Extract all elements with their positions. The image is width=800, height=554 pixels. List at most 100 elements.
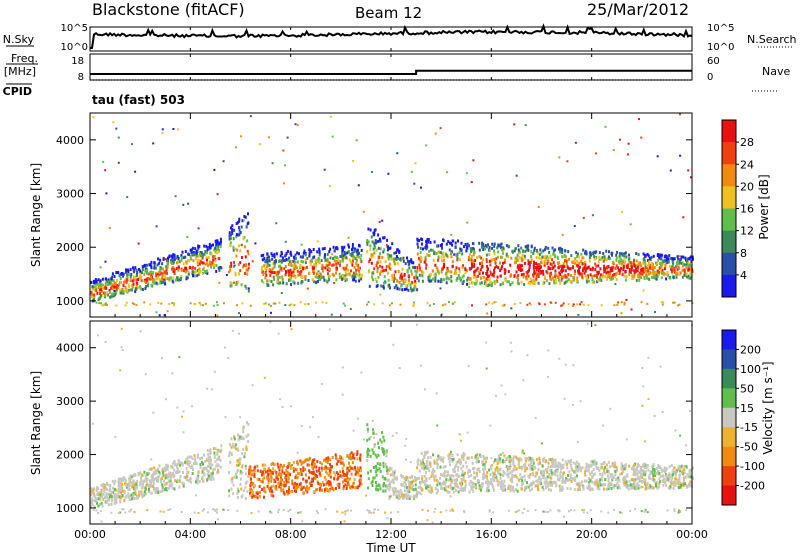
echo-cell <box>410 482 413 486</box>
echo-cell <box>499 283 502 287</box>
echo-cell <box>279 281 282 285</box>
echo-cell <box>289 490 292 494</box>
echo-cell <box>549 277 552 281</box>
beam-title: Beam 12 <box>355 4 422 22</box>
echo-cell <box>581 256 584 260</box>
echo-cell <box>656 263 659 267</box>
echo-cell <box>667 260 670 264</box>
freq-series-line <box>90 69 692 75</box>
echo-cell <box>651 464 654 468</box>
echo-cell <box>398 287 401 291</box>
echo-cell <box>139 490 142 494</box>
echo-cell <box>451 454 454 458</box>
echo-cell <box>689 270 692 274</box>
echo-cell <box>470 474 473 477</box>
echo-cell <box>620 312 623 315</box>
echo-cell <box>315 474 318 477</box>
echo-cell <box>516 275 519 279</box>
echo-cell <box>351 251 354 255</box>
echo-cell <box>173 468 176 472</box>
echo-cell <box>308 470 311 474</box>
echo-cell <box>269 469 272 473</box>
echo-cell <box>210 252 213 256</box>
echo-cell <box>642 261 645 265</box>
echo-cell <box>425 465 428 469</box>
echo-cell <box>167 265 170 269</box>
echo-cell <box>346 466 349 470</box>
echo-cell <box>349 252 352 256</box>
echo-cell <box>683 269 686 273</box>
echo-cell <box>231 477 234 480</box>
echo-cell <box>549 267 552 271</box>
echo-cell <box>500 242 503 246</box>
echo-cell <box>210 263 213 267</box>
echo-cell <box>339 263 341 267</box>
echo-cell <box>249 493 252 497</box>
echo-cell <box>452 302 455 305</box>
echo-cell <box>388 488 391 492</box>
echo-cell <box>170 484 173 488</box>
echo-cell <box>528 266 531 269</box>
echo-cell <box>425 240 428 244</box>
echo-cell <box>195 480 197 484</box>
echo-cell <box>665 277 668 281</box>
echo-cell <box>367 301 370 303</box>
echo-cell <box>256 464 259 468</box>
echo-cell <box>636 472 639 476</box>
echo-cell <box>453 457 456 461</box>
echo-cell <box>241 452 244 456</box>
echo-cell <box>205 466 208 470</box>
echo-cell <box>239 269 242 273</box>
echo-cell <box>198 480 201 484</box>
echo-cell <box>527 458 530 462</box>
echo-cell <box>437 279 440 283</box>
echo-cell <box>603 257 606 261</box>
echo-cell <box>564 269 567 273</box>
echo-cell <box>597 278 600 282</box>
echo-cell <box>517 244 520 248</box>
echo-cell <box>604 466 607 470</box>
echo-cell <box>589 472 592 476</box>
echo-cell <box>587 469 590 473</box>
echo-cell <box>267 481 270 485</box>
echo-cell <box>215 242 218 246</box>
echo-cell <box>132 492 135 495</box>
echo-cell <box>228 453 230 457</box>
echo-cell <box>353 486 356 490</box>
echo-cell <box>453 253 456 256</box>
echo-cell <box>671 476 674 480</box>
echo-cell <box>677 478 679 482</box>
echo-cell <box>386 471 389 475</box>
echo-cell <box>206 248 209 252</box>
echo-cell <box>676 272 679 276</box>
echo-cell <box>656 269 659 273</box>
echo-cell <box>646 264 649 268</box>
echo-cell <box>346 263 349 267</box>
echo-cell <box>357 470 360 474</box>
echo-cell <box>366 438 369 442</box>
echo-cell <box>219 237 222 241</box>
echo-cell <box>196 274 199 278</box>
echo-cell <box>161 132 164 135</box>
echo-cell <box>655 277 658 281</box>
echo-cell <box>179 277 182 280</box>
echo-cell <box>380 440 383 444</box>
echo-cell <box>659 475 662 479</box>
echo-cell <box>238 462 241 466</box>
echo-cell <box>275 259 277 263</box>
echo-cell <box>465 249 468 253</box>
echo-cell <box>302 466 305 470</box>
echo-cell <box>372 231 375 235</box>
echo-cell <box>516 476 519 480</box>
echo-cell <box>662 272 665 276</box>
echo-cell <box>652 266 655 270</box>
echo-cell <box>516 258 519 262</box>
echo-cell <box>559 250 562 254</box>
echo-cell <box>391 478 394 482</box>
echo-cell <box>168 302 171 305</box>
echo-cell <box>349 308 352 310</box>
echo-cell <box>408 490 411 493</box>
echo-cell <box>304 258 307 262</box>
echo-cell <box>500 267 503 271</box>
echo-cell <box>229 268 232 272</box>
